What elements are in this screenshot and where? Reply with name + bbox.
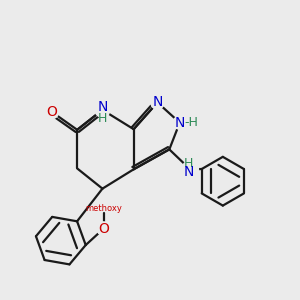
Circle shape: [45, 105, 58, 119]
Text: H: H: [98, 112, 107, 125]
Circle shape: [45, 105, 58, 119]
Text: N: N: [152, 95, 163, 110]
Circle shape: [173, 116, 186, 129]
Text: N: N: [175, 116, 185, 130]
Text: methoxy: methoxy: [85, 204, 122, 213]
Text: N: N: [97, 100, 108, 115]
Circle shape: [96, 103, 109, 116]
Text: -H: -H: [184, 116, 198, 129]
Circle shape: [97, 222, 110, 235]
Circle shape: [182, 161, 198, 178]
Text: N: N: [184, 165, 194, 179]
Text: O: O: [46, 105, 57, 119]
Circle shape: [151, 96, 164, 109]
Text: O: O: [98, 222, 109, 236]
Circle shape: [176, 114, 194, 132]
Circle shape: [97, 222, 110, 235]
Circle shape: [151, 96, 164, 109]
Circle shape: [184, 163, 197, 176]
Text: H: H: [184, 158, 193, 170]
Circle shape: [95, 102, 110, 117]
